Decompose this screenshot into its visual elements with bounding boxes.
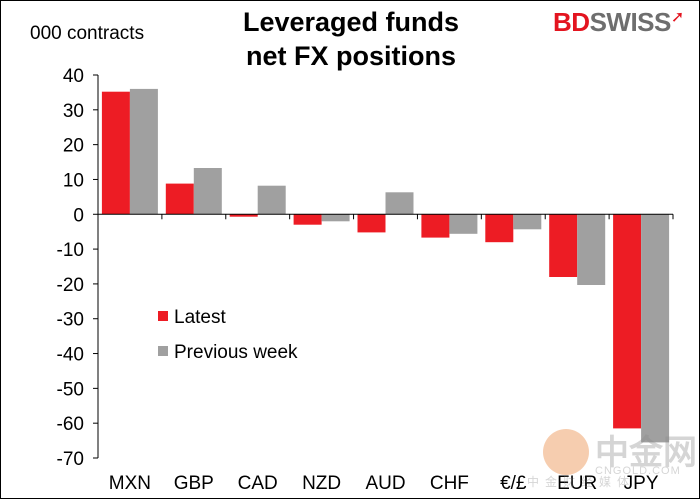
bar-previous-week-5 [449,214,478,234]
x-category-label-1: GBP [174,473,214,494]
logo-text-swiss: SWISS [589,7,672,37]
y-tick-label-7: -30 [57,310,84,331]
cngold-logo-icon [543,429,589,475]
bar-latest-4 [357,214,386,233]
bar-previous-week-0 [129,88,158,215]
bar-latest-5 [421,214,450,238]
watermark-domain: CNGOLD.COM [595,465,681,477]
y-tick-label-11: -70 [57,449,84,470]
legend-label-0: Latest [174,307,226,328]
x-category-label-3: NZD [302,473,341,494]
x-category-label-5: CHF [430,473,469,494]
watermark-chinese-text: 中金网 [595,433,697,473]
x-category-label-0: MXN [109,473,151,494]
y-tick-label-9: -50 [57,379,84,400]
bar-latest-7 [549,214,578,277]
chart-title-line-2: net FX positions [245,41,456,71]
bar-previous-week-4 [385,192,414,215]
bar-latest-6 [485,214,514,243]
y-tick-label-8: -40 [57,345,84,366]
y-tick-label-3: 10 [63,170,84,191]
x-category-label-6: €/£ [500,473,527,494]
y-tick-label-1: 30 [63,101,84,122]
logo-arrow-icon: ➚ [670,9,684,26]
y-tick-label-4: 0 [73,205,84,226]
x-category-label-2: CAD [238,473,278,494]
legend-swatch-1 [158,346,168,356]
bar-previous-week-1 [193,168,222,215]
chart-title: Leveraged funds net FX positions [176,5,526,73]
bar-latest-3 [293,214,322,225]
y-tick-label-0: 40 [63,66,84,87]
legend-label-1: Previous week [174,342,298,363]
bar-previous-week-6 [513,214,542,230]
watermark-subtitle: 中金财经媒体 [527,475,636,489]
x-category-label-8: JPY [624,473,659,494]
y-tick-label-2: 20 [63,136,84,157]
y-tick-label-5: -10 [57,240,84,261]
y-tick-label-10: -60 [57,414,84,435]
bar-latest-1 [165,183,194,215]
bar-latest-2 [229,214,258,217]
cngold-watermark: 中金网 CNGOLD.COM 中金财经媒体 [527,419,697,498]
logo-text-bd: BD [553,7,590,37]
bar-latest-0 [101,91,130,215]
bar-previous-week-7 [577,214,606,285]
bar-previous-week-2 [257,185,286,215]
y-tick-label-6: -20 [57,275,84,296]
bar-previous-week-8 [641,214,670,443]
bdswiss-logo: BDSWISS➚ [553,7,684,38]
x-category-label-7: EUR [557,473,597,494]
bar-latest-8 [613,214,642,429]
legend-swatch-0 [158,311,168,321]
bar-previous-week-3 [321,214,350,222]
y-axis-unit-label: 000 contracts [30,23,145,44]
chart-title-line-1: Leveraged funds [242,7,460,37]
x-category-label-4: AUD [365,473,405,494]
